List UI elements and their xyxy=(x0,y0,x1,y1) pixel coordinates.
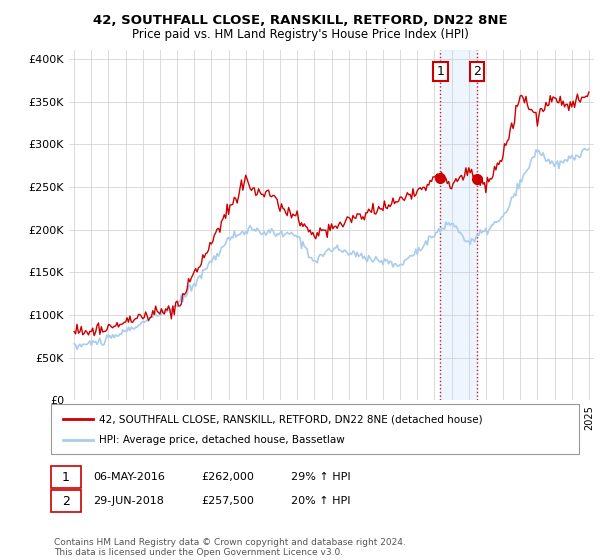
Text: 42, SOUTHFALL CLOSE, RANSKILL, RETFORD, DN22 8NE: 42, SOUTHFALL CLOSE, RANSKILL, RETFORD, … xyxy=(92,14,508,27)
Text: 2: 2 xyxy=(62,494,70,508)
Text: 29% ↑ HPI: 29% ↑ HPI xyxy=(291,472,350,482)
Text: £262,000: £262,000 xyxy=(201,472,254,482)
Text: 2: 2 xyxy=(473,66,481,78)
Text: 29-JUN-2018: 29-JUN-2018 xyxy=(93,496,164,506)
Text: Price paid vs. HM Land Registry's House Price Index (HPI): Price paid vs. HM Land Registry's House … xyxy=(131,28,469,41)
Text: 42, SOUTHFALL CLOSE, RANSKILL, RETFORD, DN22 8NE (detached house): 42, SOUTHFALL CLOSE, RANSKILL, RETFORD, … xyxy=(99,414,482,424)
Text: 06-MAY-2016: 06-MAY-2016 xyxy=(93,472,165,482)
Text: 1: 1 xyxy=(62,470,70,484)
Text: Contains HM Land Registry data © Crown copyright and database right 2024.
This d: Contains HM Land Registry data © Crown c… xyxy=(54,538,406,557)
Text: HPI: Average price, detached house, Bassetlaw: HPI: Average price, detached house, Bass… xyxy=(99,435,345,445)
Bar xyxy=(440,50,478,400)
Text: 1: 1 xyxy=(437,66,445,78)
Text: £257,500: £257,500 xyxy=(201,496,254,506)
Text: 20% ↑ HPI: 20% ↑ HPI xyxy=(291,496,350,506)
